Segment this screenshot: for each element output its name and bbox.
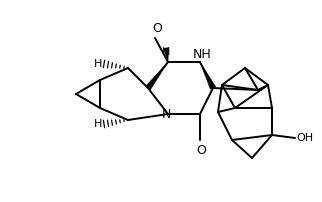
Polygon shape [164,48,168,62]
Text: H: H [162,47,170,57]
Text: OH: OH [297,133,314,143]
Text: NH: NH [193,48,211,61]
Text: N: N [161,107,171,121]
Text: O: O [196,143,206,157]
Polygon shape [146,62,168,90]
Text: H: H [94,59,102,69]
Text: H: H [94,119,102,129]
Polygon shape [200,62,216,89]
Text: O: O [152,21,162,35]
